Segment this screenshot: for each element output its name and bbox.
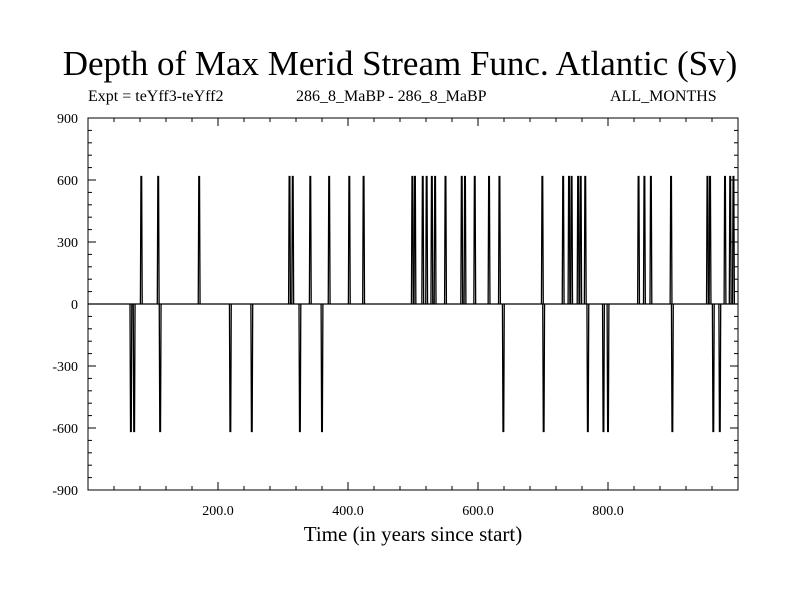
y-tick-label: 0 (71, 298, 78, 313)
data-spike (413, 175, 417, 305)
data-spike (501, 303, 505, 433)
data-spike (705, 175, 710, 305)
data-spike (362, 175, 366, 305)
data-spike (718, 303, 722, 433)
y-tick-label: 900 (57, 112, 78, 127)
comparison-label: 286_8_MaBP - 286_8_MaBP (296, 88, 487, 105)
data-spike (579, 175, 583, 305)
y-tick-label: -900 (52, 484, 78, 499)
data-spike (601, 303, 606, 433)
data-spike (606, 303, 610, 433)
x-tick-label: 400.0 (332, 504, 364, 519)
data-spike (642, 175, 646, 305)
tick-labels: 900 600 300 0 -300 -600 -900 200.0 400.0 600.0 800… (52, 112, 623, 519)
data-spike (410, 175, 414, 305)
data-spike (347, 175, 351, 305)
data-spike (540, 175, 544, 305)
period-label: ALL_MONTHS (610, 88, 717, 105)
data-spike (298, 303, 302, 433)
x-axis-label: Time (in years since start) (304, 522, 523, 546)
data-spike (430, 175, 434, 305)
data-spike (649, 175, 653, 305)
data-spike (287, 175, 292, 305)
plot-area (88, 175, 738, 433)
data-spike (425, 175, 429, 305)
data-spike (636, 175, 641, 305)
data-spike (433, 175, 437, 305)
data-spike (570, 175, 574, 305)
data-spike (158, 303, 162, 433)
data-spike (731, 175, 736, 305)
y-tick-label: 600 (57, 174, 78, 189)
data-spike (497, 175, 502, 305)
data-spike (463, 175, 467, 305)
x-tick-label: 600.0 (462, 504, 494, 519)
data-spike (728, 175, 732, 305)
x-tick-label: 800.0 (592, 504, 624, 519)
data-spike (487, 175, 491, 305)
y-tick-label: 300 (57, 236, 78, 251)
data-spike (250, 303, 254, 433)
data-spike (567, 175, 571, 305)
data-spike (421, 175, 425, 305)
data-spike (669, 175, 673, 305)
data-spike (308, 175, 312, 305)
chart-title: Depth of Max Merid Stream Func. Atlantic… (62, 44, 738, 83)
data-spike (542, 303, 546, 433)
data-spike (576, 175, 580, 305)
data-spike (460, 175, 464, 305)
data-spike (320, 303, 324, 433)
data-spike (561, 175, 565, 305)
data-spike (197, 175, 201, 305)
data-spike (291, 175, 295, 305)
data-spike (583, 175, 587, 305)
data-spike (132, 303, 136, 433)
data-spike (139, 175, 143, 305)
data-spike (443, 175, 448, 305)
y-tick-label: -600 (52, 422, 78, 437)
data-spike (586, 303, 590, 433)
data-spike (129, 303, 133, 433)
experiment-label: Expt = teYff3-teYff2 (88, 88, 224, 105)
data-spike (723, 175, 727, 305)
data-spike (473, 175, 477, 305)
data-spike (711, 303, 715, 433)
data-spike (156, 175, 160, 305)
x-tick-label: 200.0 (202, 504, 234, 519)
data-spike (327, 175, 331, 305)
y-tick-label: -300 (52, 360, 78, 375)
data-spike (228, 303, 232, 433)
plot-frame (87, 117, 739, 491)
data-spike (670, 303, 674, 433)
data-spike (708, 175, 712, 305)
tick-marks (88, 117, 738, 491)
